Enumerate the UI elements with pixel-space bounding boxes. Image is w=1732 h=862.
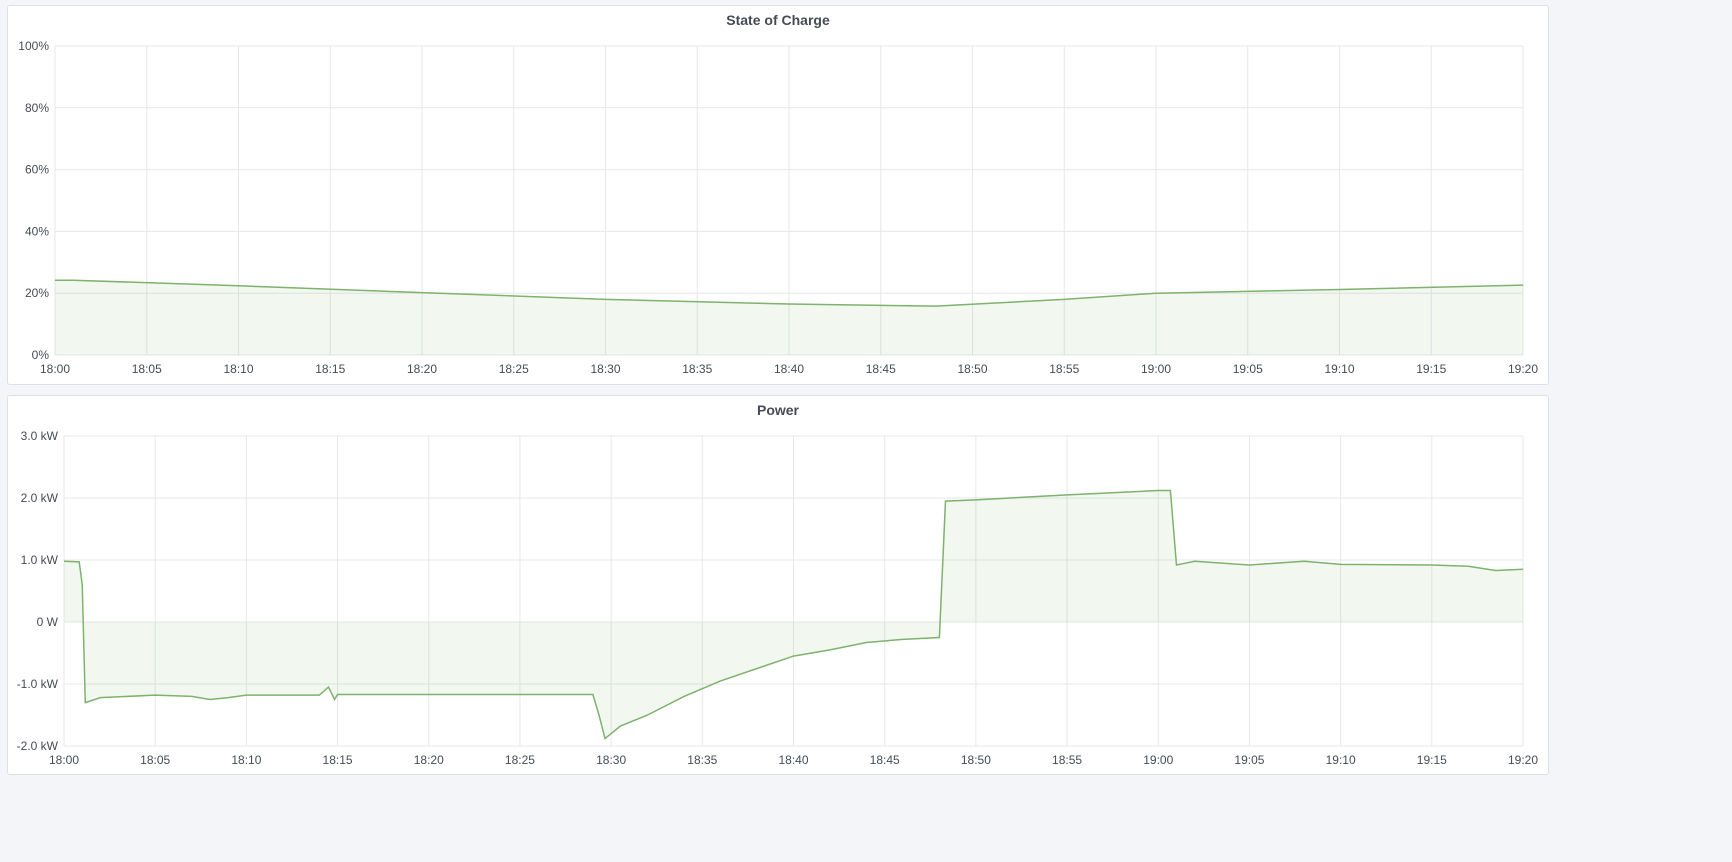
x-tick-label: 18:45 xyxy=(870,753,900,767)
x-tick-label: 19:00 xyxy=(1143,753,1173,767)
x-tick-label: 19:20 xyxy=(1508,753,1538,767)
x-tick-label: 18:30 xyxy=(596,753,626,767)
x-tick-label: 18:55 xyxy=(1052,753,1082,767)
power-panel: Power -2.0 kW -1.0 kW 0 W 1.0 kW 2.0 kW 3.0 k… xyxy=(7,395,1549,775)
x-tick-label: 18:30 xyxy=(590,362,620,376)
x-tick-label: 18:00 xyxy=(40,362,70,376)
x-tick-label: 18:20 xyxy=(414,753,444,767)
y-tick-label: -1.0 kW xyxy=(17,677,59,691)
y-tick-label: 80% xyxy=(25,101,49,115)
x-tick-label: 18:15 xyxy=(315,362,345,376)
x-tick-label: 19:15 xyxy=(1416,362,1446,376)
x-tick-label: 18:10 xyxy=(231,753,261,767)
x-tick-label: 18:50 xyxy=(957,362,987,376)
series-line xyxy=(63,489,1524,740)
series-line xyxy=(55,279,1524,307)
x-tick-label: 18:25 xyxy=(499,362,529,376)
y-tick-label: 3.0 kW xyxy=(21,429,59,443)
x-tick-label: 18:00 xyxy=(49,753,79,767)
x-tick-label: 19:10 xyxy=(1324,362,1354,376)
x-tick-label: 18:55 xyxy=(1049,362,1079,376)
x-tick-label: 18:05 xyxy=(132,362,162,376)
soc-title[interactable]: State of Charge xyxy=(726,12,830,28)
x-tick-label: 18:10 xyxy=(223,362,253,376)
x-tick-label: 18:35 xyxy=(687,753,717,767)
x-tick-label: 18:50 xyxy=(961,753,991,767)
y-tick-label: 1.0 kW xyxy=(21,553,59,567)
y-tick-label: 100% xyxy=(18,39,49,53)
x-tick-label: 18:20 xyxy=(407,362,437,376)
soc-panel: State of Charge 0% 20% 40% 60% 80% 100% 18:00 1… xyxy=(7,5,1549,385)
y-tick-label: 20% xyxy=(25,286,49,300)
x-tick-label: 18:25 xyxy=(505,753,535,767)
y-tick-label: 0 W xyxy=(37,615,59,629)
x-tick-label: 18:45 xyxy=(866,362,896,376)
x-tick-label: 18:05 xyxy=(140,753,170,767)
y-tick-label: -2.0 kW xyxy=(17,739,59,753)
x-tick-label: 19:10 xyxy=(1326,753,1356,767)
x-tick-label: 18:40 xyxy=(774,362,804,376)
power-title[interactable]: Power xyxy=(756,402,799,418)
x-tick-label: 19:05 xyxy=(1233,362,1263,376)
x-tick-label: 18:35 xyxy=(682,362,712,376)
power-chart: -2.0 kW -1.0 kW 0 W 1.0 kW 2.0 kW 3.0 kW 18:00… xyxy=(17,429,1539,767)
x-tick-label: 18:15 xyxy=(323,753,353,767)
y-tick-label: 40% xyxy=(25,224,49,238)
y-tick-label: 0% xyxy=(32,348,50,362)
series-area xyxy=(64,490,1523,739)
x-tick-label: 19:05 xyxy=(1234,753,1264,767)
x-tick-label: 18:40 xyxy=(778,753,808,767)
x-tick-label: 19:00 xyxy=(1141,362,1171,376)
y-tick-label: 60% xyxy=(25,163,49,177)
x-tick-label: 19:15 xyxy=(1417,753,1447,767)
series-area xyxy=(55,280,1523,355)
x-tick-label: 19:20 xyxy=(1508,362,1538,376)
soc-chart: 0% 20% 40% 60% 80% 100% 18:00 18:05 18:10 18:15 18… xyxy=(18,39,1538,376)
y-tick-label: 2.0 kW xyxy=(21,491,59,505)
